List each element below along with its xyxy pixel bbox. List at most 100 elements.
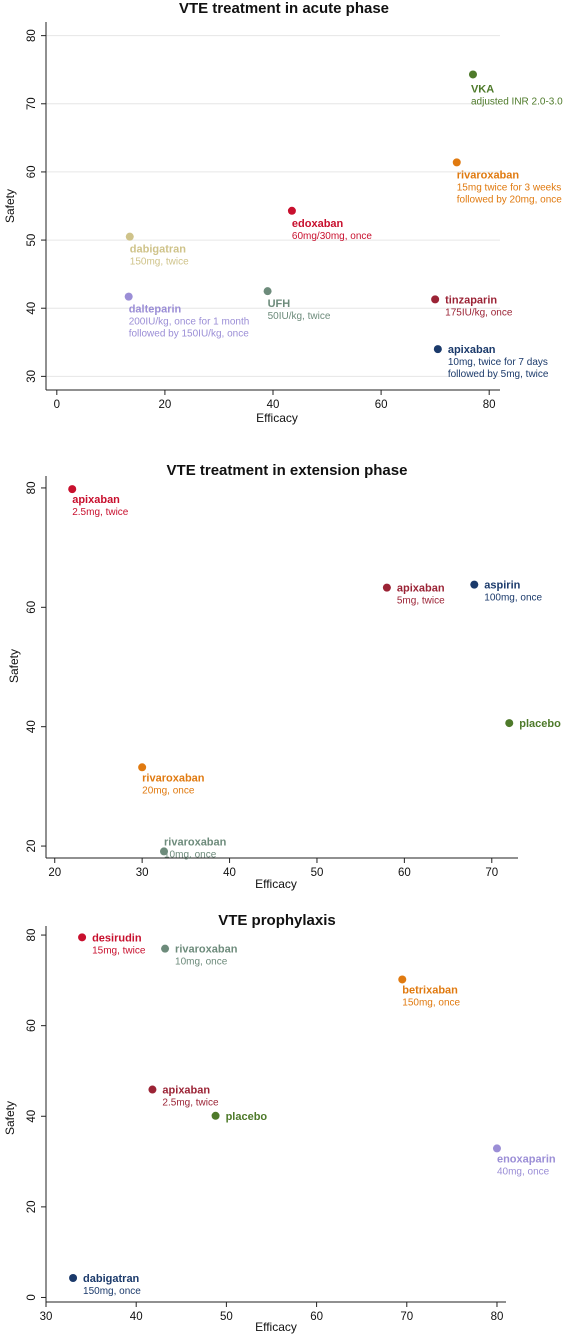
data-point	[68, 485, 77, 494]
point-dose-label: followed by 20mg, once	[457, 194, 563, 205]
y-tick-label: 20	[26, 1200, 38, 1213]
point-label: tinzaparin	[445, 294, 497, 306]
point-label: placebo	[226, 1111, 268, 1123]
point-label: VKA	[471, 83, 494, 95]
point-label: apixaban	[72, 494, 120, 506]
x-tick-label: 70	[400, 1311, 413, 1323]
point-dose-label: 20mg, once	[142, 785, 195, 796]
data-point	[398, 975, 407, 984]
point-label: dabigatran	[83, 1273, 140, 1285]
data-point	[452, 158, 461, 167]
x-tick-label: 40	[223, 867, 236, 879]
data-point	[69, 1273, 78, 1282]
point-label: rivaroxaban	[164, 836, 227, 848]
x-axis-title: Efficacy	[255, 1320, 297, 1334]
y-tick-label: 40	[26, 302, 38, 315]
point-label: edoxaban	[292, 218, 344, 230]
data-point-group: placebo	[505, 718, 561, 730]
x-tick-label: 70	[485, 867, 498, 879]
point-dose-label: 15mg, twice	[92, 945, 146, 956]
point-label: betrixaban	[402, 984, 458, 996]
chart-acute-phase: VTE treatment in acute phase Efficacy Sa…	[3, 0, 563, 425]
data-point	[382, 583, 391, 592]
x-tick-label: 20	[48, 867, 61, 879]
point-dose-label: adjusted INR 2.0-3.0	[471, 96, 563, 107]
point-label: apixaban	[162, 1085, 210, 1097]
point-dose-label: 2.5mg, twice	[162, 1098, 219, 1109]
data-point	[211, 1111, 220, 1120]
x-tick-label: 60	[398, 867, 411, 879]
x-tick-label: 20	[159, 399, 172, 411]
y-tick-label: 60	[26, 166, 38, 179]
data-point-group: 150mg, once	[83, 1286, 141, 1297]
y-tick-label: 30	[26, 370, 38, 383]
x-tick-label: 80	[483, 399, 496, 411]
point-label: placebo	[519, 718, 561, 730]
x-tick-label: 40	[130, 1311, 143, 1323]
point-label: rivaroxaban	[142, 772, 205, 784]
data-point	[470, 580, 479, 589]
point-label: aspirin	[484, 580, 520, 592]
point-dose-label: 5mg, twice	[397, 596, 445, 607]
x-axis-title: Efficacy	[255, 877, 297, 891]
chart-title: VTE treatment in extension phase	[167, 462, 408, 479]
y-tick-label: 20	[26, 840, 38, 853]
point-label: UFH	[268, 298, 291, 310]
point-dose-label: followed by 150IU/kg, once	[129, 329, 250, 340]
x-tick-label: 0	[54, 399, 60, 411]
point-dose-label: 2.5mg, twice	[72, 507, 129, 518]
data-point-group: dabigatran	[69, 1273, 140, 1285]
point-label: rivaroxaban	[457, 169, 520, 181]
x-tick-label: 60	[310, 1311, 323, 1323]
point-dose-label: 15mg twice for 3 weeks	[457, 182, 562, 193]
y-tick-label: 80	[26, 29, 38, 42]
data-point	[160, 847, 168, 856]
y-tick-label: 0	[26, 1294, 38, 1300]
chart-extension-phase: VTE treatment in extension phase Efficac…	[7, 462, 561, 891]
point-dose-label: 150mg, twice	[130, 257, 189, 268]
y-axis-title: Safety	[3, 189, 17, 223]
y-tick-label: 60	[26, 1019, 38, 1032]
data-point	[505, 719, 514, 728]
chart-title: VTE treatment in acute phase	[179, 0, 389, 17]
y-tick-label: 80	[26, 929, 38, 942]
x-tick-label: 60	[375, 399, 388, 411]
data-point-group: placebo	[211, 1111, 268, 1123]
y-axis-title: Safety	[7, 649, 21, 683]
x-tick-label: 30	[40, 1311, 53, 1323]
point-label: dabigatran	[130, 244, 187, 256]
data-point	[263, 287, 272, 296]
point-dose-label: 10mg, once	[164, 849, 217, 860]
y-tick-label: 70	[26, 97, 38, 110]
data-point	[124, 292, 133, 301]
data-point	[287, 206, 296, 215]
data-point	[78, 933, 87, 942]
point-dose-label: 175IU/kg, once	[445, 307, 513, 318]
point-label: rivaroxaban	[175, 944, 238, 956]
y-tick-label: 60	[26, 601, 38, 614]
chart-prophylaxis: VTE prophylaxis Efficacy Safety 30 40 50 60…	[3, 912, 556, 1334]
y-tick-label: 80	[26, 482, 38, 495]
data-point	[433, 345, 442, 354]
chart-title: VTE prophylaxis	[218, 912, 336, 929]
data-point	[148, 1085, 157, 1094]
point-dose-label: 50IU/kg, twice	[268, 311, 331, 322]
point-dose-label: 200IU/kg, once for 1 month	[129, 317, 250, 328]
point-dose-label: 10mg, twice for 7 days	[448, 357, 548, 368]
